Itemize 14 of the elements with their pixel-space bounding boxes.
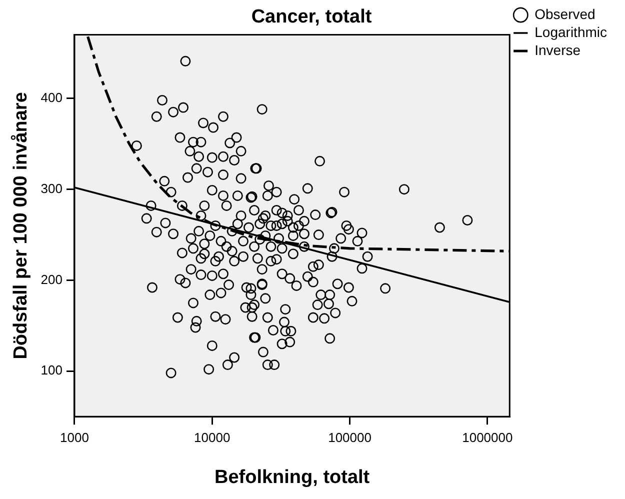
x-tick-label: 1000000	[462, 430, 513, 445]
legend-label: Observed	[534, 6, 596, 22]
x-tick-label: 100000	[328, 430, 372, 445]
legend-label: Logarithmic	[534, 24, 608, 40]
y-tick-label: 200	[40, 272, 62, 287]
y-tick-label: 400	[40, 90, 62, 106]
y-tick-label: 100	[40, 362, 62, 378]
x-tick-label: 10000	[194, 430, 230, 445]
legend-label: Inverse	[534, 42, 581, 58]
y-axis-title: Dödsfall per 100 000 invånare	[10, 92, 32, 360]
x-axis-title: Befolkning, totalt	[214, 466, 370, 488]
x-tick-label: 1000	[60, 430, 89, 445]
y-tick-label: 300	[40, 180, 62, 196]
chart-title: Cancer, totalt	[251, 6, 372, 28]
